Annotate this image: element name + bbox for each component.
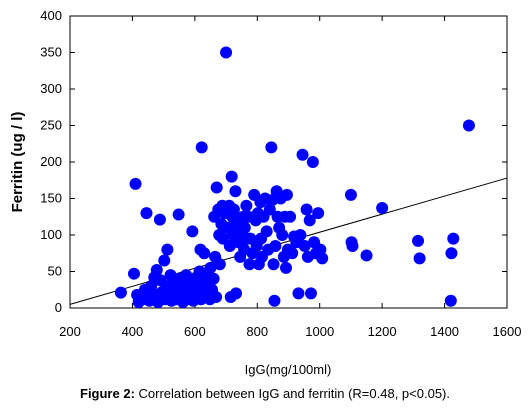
data-point [462,119,475,132]
data-point [316,252,329,265]
y-tick-label: 300 [40,81,62,96]
caption-label: Figure 2: [80,386,135,401]
x-tick-label: 400 [122,324,144,339]
data-point [300,203,313,216]
trendline-group [69,177,508,305]
x-tick-label: 200 [59,324,81,339]
data-point [140,207,153,220]
data-point [114,286,127,299]
data-point [444,294,457,307]
data-point [306,156,319,168]
data-point [207,272,220,285]
data-point [280,188,293,201]
data-point [129,177,142,190]
data-point [280,261,293,274]
x-tick-label: 800 [246,324,268,339]
x-tick-label: 1000 [305,324,334,339]
points-group [114,46,475,309]
data-point [210,291,223,304]
data-point [412,234,425,247]
x-tick-label: 1400 [430,324,459,339]
y-tick-label: 100 [40,227,62,242]
y-tick-label: 50 [48,264,62,279]
x-tick-label: 1200 [368,324,397,339]
y-tick-label: 0 [55,300,62,315]
data-point [127,267,140,280]
x-tick-label: 1600 [493,324,522,339]
data-point [153,213,166,226]
scatter-chart: 0 50 100 150 200 250 300 350 400 200 400 600 800 1000… [9,8,521,377]
data-point [265,141,278,154]
data-point [294,229,307,241]
data-point [268,294,281,307]
y-tick-label: 350 [40,45,62,60]
data-point [210,181,223,194]
y-tick-label: 150 [40,191,62,206]
axes: 0 50 100 150 200 250 300 350 400 200 400 600 800 1000… [40,8,521,339]
data-point [267,258,280,271]
data-point [292,287,305,300]
data-point [198,247,211,260]
data-point [376,201,389,214]
figure-caption: Figure 2: Correlation between IgG and fe… [0,386,530,401]
data-point [213,258,226,271]
x-tick-label: 600 [184,324,206,339]
data-point [284,210,297,223]
data-point [230,287,243,300]
data-point [172,208,185,221]
data-point [186,225,199,238]
data-point [303,214,316,227]
data-point [298,239,311,252]
data-point [445,247,458,260]
x-axis-title: IgG(mg/100ml) [245,362,332,377]
data-point [227,203,240,216]
data-point [413,252,426,265]
y-tick-label: 250 [40,118,62,133]
data-point [304,287,317,300]
data-point [312,207,325,220]
data-point [296,148,309,161]
data-point [346,239,359,252]
data-point [195,141,208,154]
data-point [344,188,357,201]
data-point [238,221,251,234]
data-point [161,243,174,256]
data-point [225,170,238,183]
data-point [286,247,299,260]
data-point [263,203,276,216]
data-point [276,229,289,241]
y-tick-label: 400 [40,8,62,23]
data-point [269,239,282,252]
y-tick-label: 200 [40,154,62,169]
data-point [260,225,273,238]
caption-text: Correlation between IgG and ferritin (R=… [138,386,450,401]
trendline [69,177,508,305]
data-point [229,185,242,198]
data-point [158,254,171,267]
data-point [204,261,217,274]
data-point [447,232,460,245]
data-point [360,249,373,262]
data-point [240,199,253,212]
data-point [150,264,163,277]
data-point [243,258,256,271]
y-axis-title: Ferritin (ug / l) [9,112,26,213]
data-point [220,46,233,59]
